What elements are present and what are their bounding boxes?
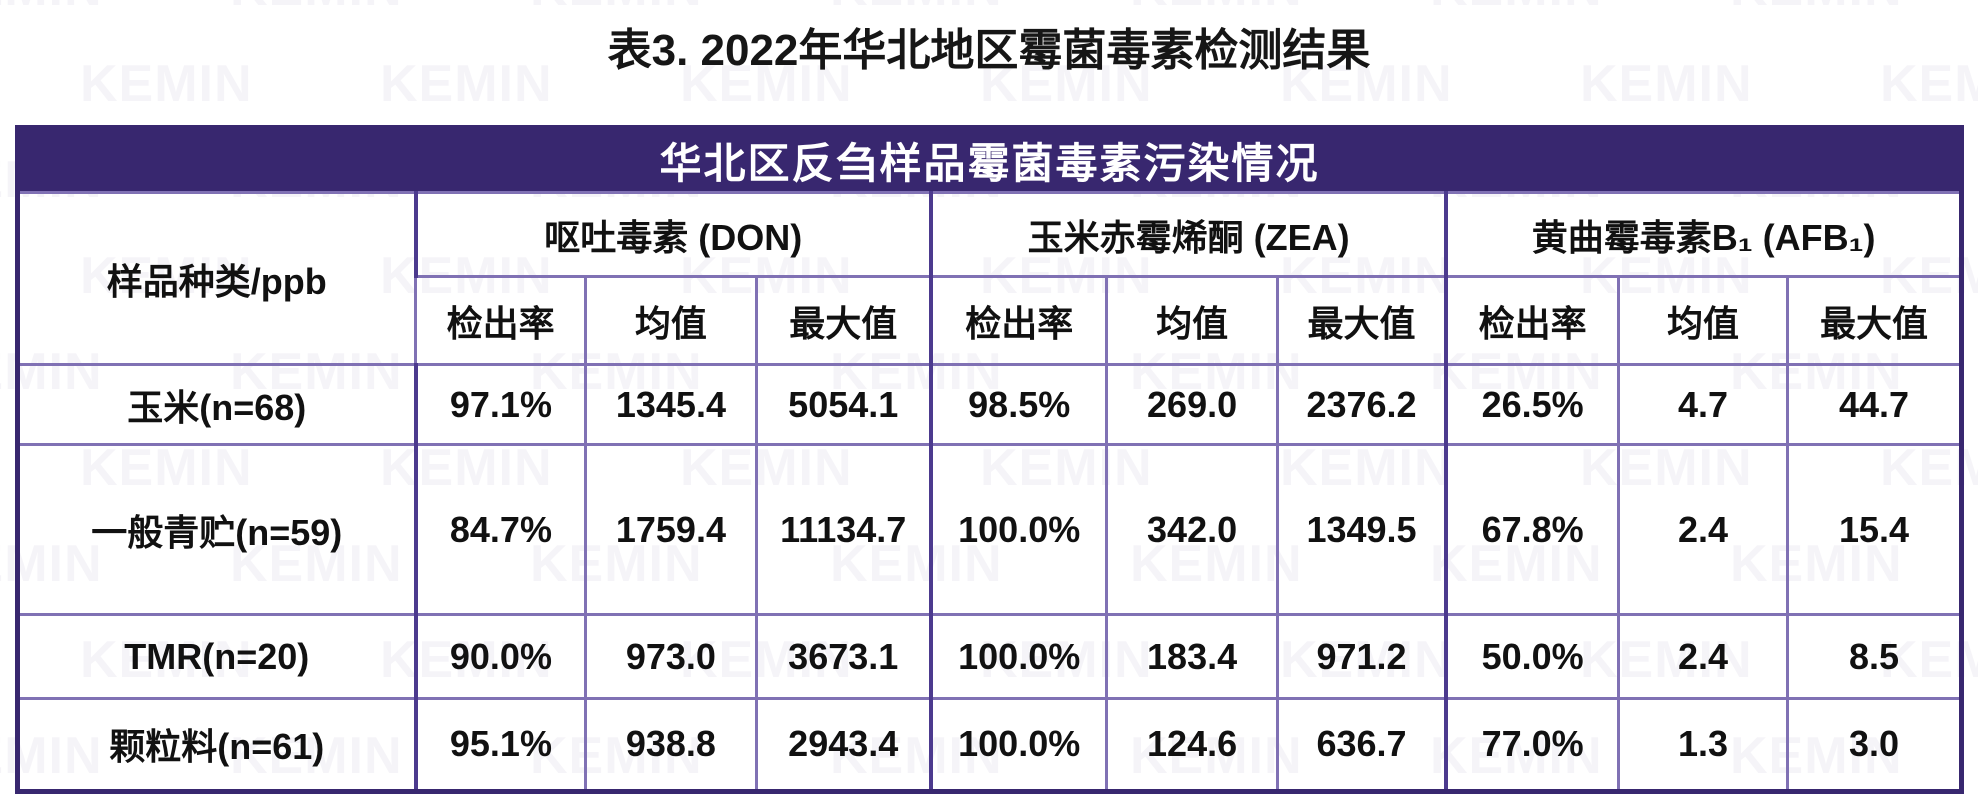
table-cell: 342.0 [1105, 443, 1279, 616]
table-cell: 2376.2 [1275, 363, 1448, 446]
table-cell: 183.4 [1105, 613, 1279, 700]
table-cell: 50.0% [1444, 613, 1620, 700]
group-header-afb1: 黄曲霉毒素B₁ (AFB₁) [1444, 191, 1959, 278]
table-row-silage: 一般青贮(n=59) 84.7% 1759.4 11134.7 100.0% 3… [20, 443, 1959, 616]
table-cell: 1.3 [1616, 697, 1790, 789]
table-cell: 269.0 [1105, 363, 1279, 446]
table-cell: 100.0% [928, 443, 1109, 616]
table-row-pellet: 颗粒料(n=61) 95.1% 938.8 2943.4 100.0% 124.… [20, 697, 1959, 789]
table-cell: 15.4 [1786, 443, 1959, 616]
table-cell: 26.5% [1444, 363, 1620, 446]
sub-header-detection-rate: 检出率 [415, 275, 588, 366]
table-frame: 华北区反刍样品霉菌毒素污染情况 样品种类/ppb 呕吐毒素 (DON) 玉米赤霉… [15, 125, 1964, 794]
page-title: 表3. 2022年华北地区霉菌毒素检测结果 [607, 26, 1371, 75]
sub-header-mean: 均值 [1616, 275, 1790, 366]
mycotoxin-table: 华北区反刍样品霉菌毒素污染情况 样品种类/ppb 呕吐毒素 (DON) 玉米赤霉… [20, 130, 1959, 789]
table-cell: 2.4 [1616, 443, 1790, 616]
sub-header-mean: 均值 [1105, 275, 1279, 366]
sub-header-row: 检出率 均值 最大值 检出率 均值 最大值 检出率 均值 最大值 [20, 275, 1959, 366]
table-cell: 938.8 [584, 697, 758, 789]
sub-header-max: 最大值 [1786, 275, 1959, 366]
table-cell: 2943.4 [754, 697, 933, 789]
sub-header-max: 最大值 [754, 275, 933, 366]
sub-header-detection-rate: 检出率 [1444, 275, 1620, 366]
row-label: TMR(n=20) [20, 613, 418, 700]
table-cell: 636.7 [1275, 697, 1448, 789]
sub-header-mean: 均值 [584, 275, 758, 366]
table-cell: 971.2 [1275, 613, 1448, 700]
row-label: 颗粒料(n=61) [20, 697, 418, 789]
table-cell: 2.4 [1616, 613, 1790, 700]
table-title-row: 华北区反刍样品霉菌毒素污染情况 [20, 130, 1959, 194]
table-cell: 100.0% [928, 613, 1109, 700]
table-title-bar: 华北区反刍样品霉菌毒素污染情况 [20, 130, 1959, 194]
row-label: 一般青贮(n=59) [20, 443, 418, 616]
table-cell: 124.6 [1105, 697, 1279, 789]
table-cell: 98.5% [928, 363, 1109, 446]
sub-header-max: 最大值 [1275, 275, 1448, 366]
row-label: 玉米(n=68) [20, 363, 418, 446]
table-cell: 1759.4 [584, 443, 758, 616]
table-cell: 11134.7 [754, 443, 933, 616]
table-cell: 95.1% [413, 697, 588, 789]
table-cell: 77.0% [1444, 697, 1620, 789]
table-cell: 90.0% [413, 613, 588, 700]
corner-header: 样品种类/ppb [20, 191, 418, 366]
table-cell: 1349.5 [1275, 443, 1448, 616]
table-cell: 84.7% [413, 443, 588, 616]
table-cell: 1345.4 [584, 363, 758, 446]
table-cell: 3.0 [1786, 697, 1959, 789]
table-cell: 8.5 [1786, 613, 1959, 700]
table-cell: 67.8% [1444, 443, 1620, 616]
table-row-corn: 玉米(n=68) 97.1% 1345.4 5054.1 98.5% 269.0… [20, 363, 1959, 446]
group-header-row: 样品种类/ppb 呕吐毒素 (DON) 玉米赤霉烯酮 (ZEA) 黄曲霉毒素B₁… [20, 191, 1959, 366]
table-cell: 5054.1 [754, 363, 933, 446]
sub-header-detection-rate: 检出率 [928, 275, 1109, 366]
table-cell: 44.7 [1786, 363, 1959, 446]
table-cell: 3673.1 [754, 613, 933, 700]
table-cell: 973.0 [584, 613, 758, 700]
table-row-tmr: TMR(n=20) 90.0% 973.0 3673.1 100.0% 183.… [20, 613, 1959, 700]
table-cell: 100.0% [928, 697, 1109, 789]
table-cell: 97.1% [413, 363, 588, 446]
group-header-don: 呕吐毒素 (DON) [413, 191, 933, 278]
table-cell: 4.7 [1616, 363, 1790, 446]
group-header-zea: 玉米赤霉烯酮 (ZEA) [928, 191, 1448, 278]
